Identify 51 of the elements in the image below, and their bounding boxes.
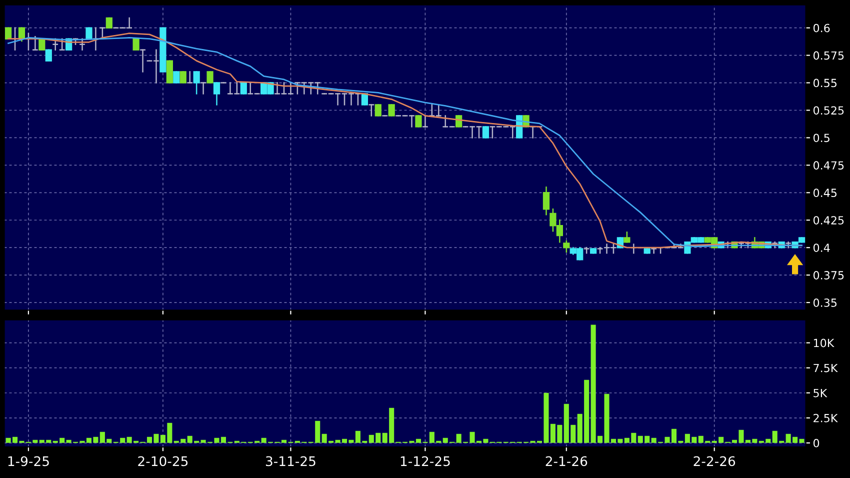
- y-tick-label: 0.35: [813, 298, 837, 307]
- candlestick: [482, 126, 490, 138]
- candlestick: [213, 82, 220, 106]
- y-tick-label: 0: [813, 438, 820, 448]
- candlestick: [18, 27, 26, 42]
- x-tick-label: 2-1-26: [546, 456, 588, 466]
- candlestick: [368, 104, 375, 116]
- y-tick-label: 5K: [814, 388, 828, 398]
- candlestick: [374, 104, 382, 116]
- candlestick: [388, 104, 395, 116]
- candlestick: [186, 71, 194, 84]
- candlestick: [139, 49, 146, 72]
- candlestick: [32, 36, 38, 50]
- y-tick-label: 7.5K: [814, 364, 838, 372]
- y-tick-label: 0.6: [813, 24, 830, 32]
- x-tick-label: 2-10-25: [138, 456, 188, 466]
- y-tick-label: 0.575: [813, 51, 844, 60]
- candlestick: [58, 38, 66, 50]
- y-tick-label: 0.475: [813, 161, 844, 170]
- candlestick: [92, 27, 100, 50]
- y-tick-label: 0.425: [813, 216, 844, 225]
- candlestick: [200, 82, 207, 94]
- candlestick: [78, 38, 86, 50]
- candlestick: [180, 71, 186, 84]
- candlestick: [422, 115, 429, 128]
- candlestick: [542, 186, 550, 216]
- y-tick-label: 0.4: [813, 244, 830, 252]
- y-tick-label: 0.55: [813, 78, 837, 88]
- candlestick: [415, 115, 422, 128]
- candlestick: [240, 82, 247, 94]
- candlestick: [106, 17, 112, 28]
- y-tick-label: 0.375: [813, 271, 844, 280]
- x-tick-label: 3-11-25: [266, 456, 316, 466]
- y-tick-label: 0.525: [813, 106, 844, 115]
- candlestick: [563, 240, 570, 253]
- y-tick-label: 10K: [814, 338, 834, 348]
- candlestick: [52, 38, 59, 50]
- candlestick: [206, 71, 214, 84]
- candlestick: [193, 71, 200, 94]
- candlestick: [529, 126, 536, 138]
- y-tick-label: 0.5: [813, 134, 830, 142]
- x-tick-label: 2-2-26: [694, 456, 736, 466]
- x-tick-label: 1-9-25: [8, 456, 49, 466]
- candlestick: [166, 60, 173, 84]
- candlestick: [173, 71, 180, 84]
- y-tick-label: 0.45: [813, 188, 837, 198]
- x-tick-label: 1-12-25: [400, 456, 450, 466]
- candlestick: [624, 232, 630, 243]
- candlestick: [516, 115, 523, 138]
- candlestick: [45, 49, 52, 62]
- y-tick-label: 2.5K: [814, 414, 838, 422]
